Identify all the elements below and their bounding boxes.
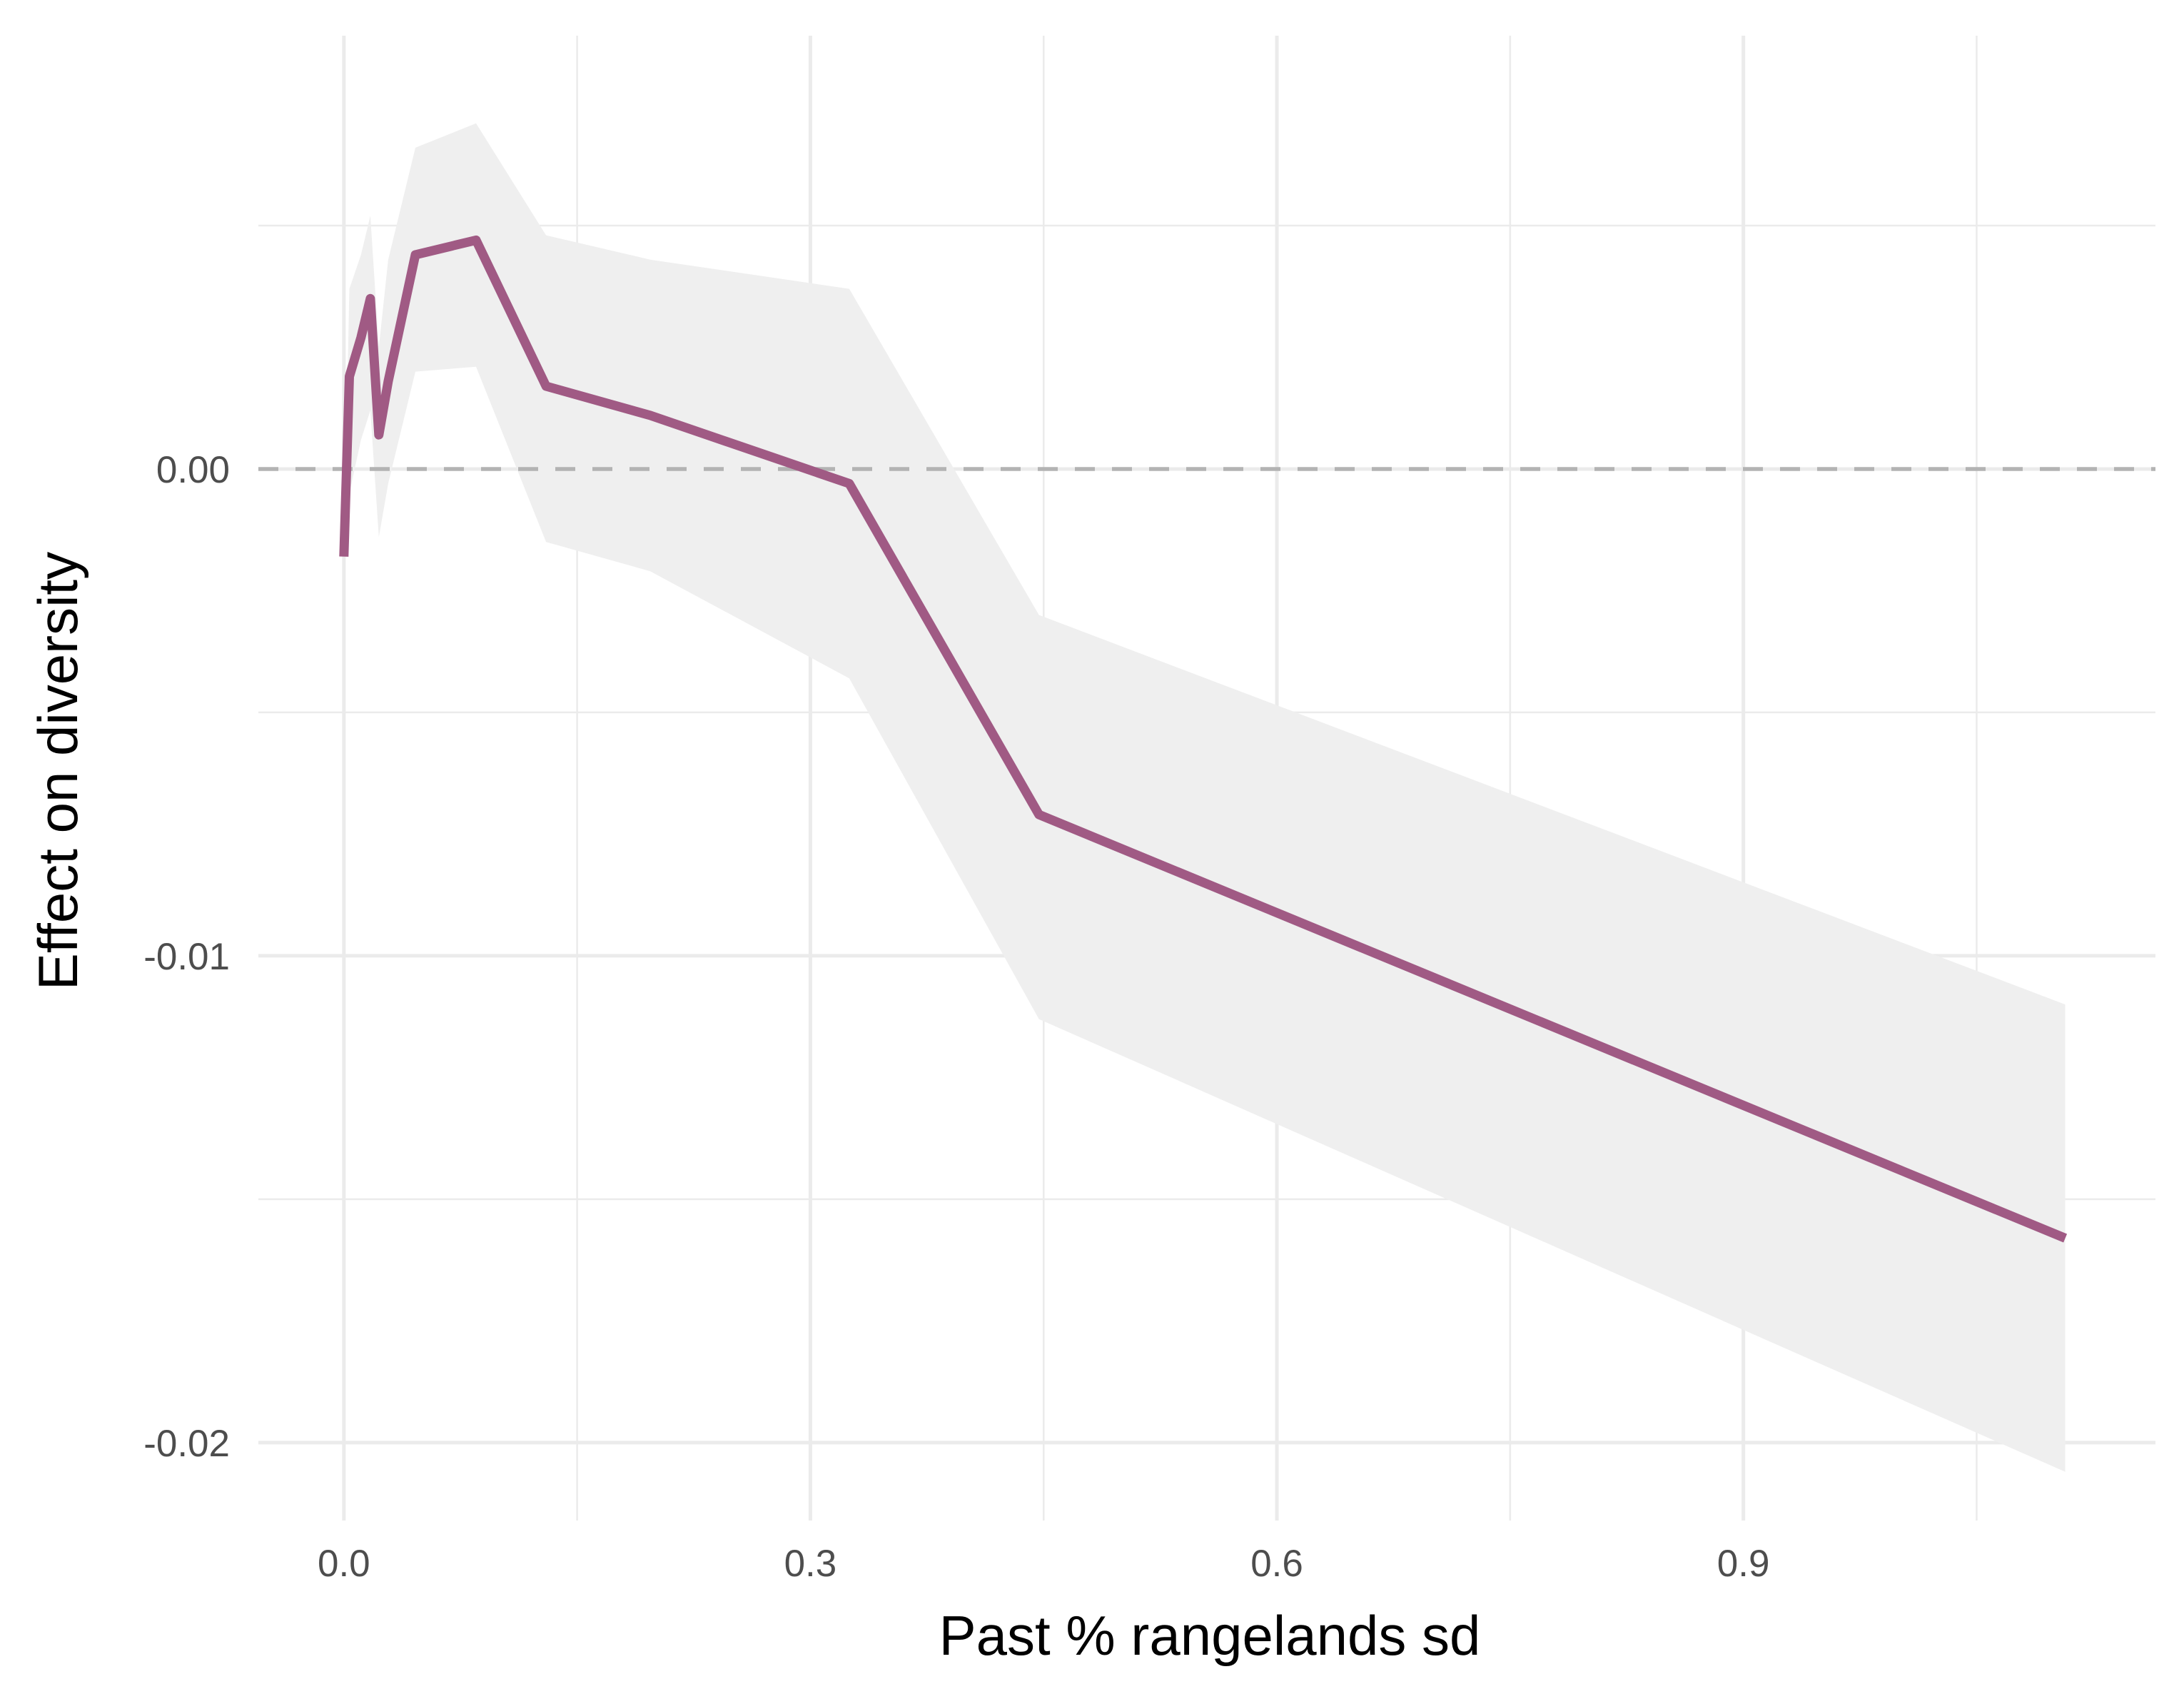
x-tick-label: 0.3 — [784, 1543, 837, 1585]
series-line-layer — [339, 235, 2068, 1243]
confidence-band — [343, 123, 2066, 1472]
x-tick-label: 0.9 — [1717, 1543, 1770, 1585]
x-tick-label: 0.0 — [318, 1543, 370, 1585]
y-tick-label: -0.01 — [143, 936, 230, 978]
confidence-band-layer — [343, 123, 2066, 1472]
x-tick-labels: 0.0 0.3 0.6 0.9 — [318, 1543, 1770, 1585]
y-axis-title: Effect on diversity — [26, 552, 89, 990]
series-line — [339, 235, 2068, 1243]
y-tick-label: 0.00 — [156, 449, 230, 491]
x-tick-label: 0.6 — [1250, 1543, 1303, 1585]
y-tick-labels: 0.00 -0.01 -0.02 — [143, 449, 230, 1465]
y-tick-label: -0.02 — [143, 1423, 230, 1465]
x-axis-title: Past % rangelands sd — [939, 1604, 1481, 1667]
